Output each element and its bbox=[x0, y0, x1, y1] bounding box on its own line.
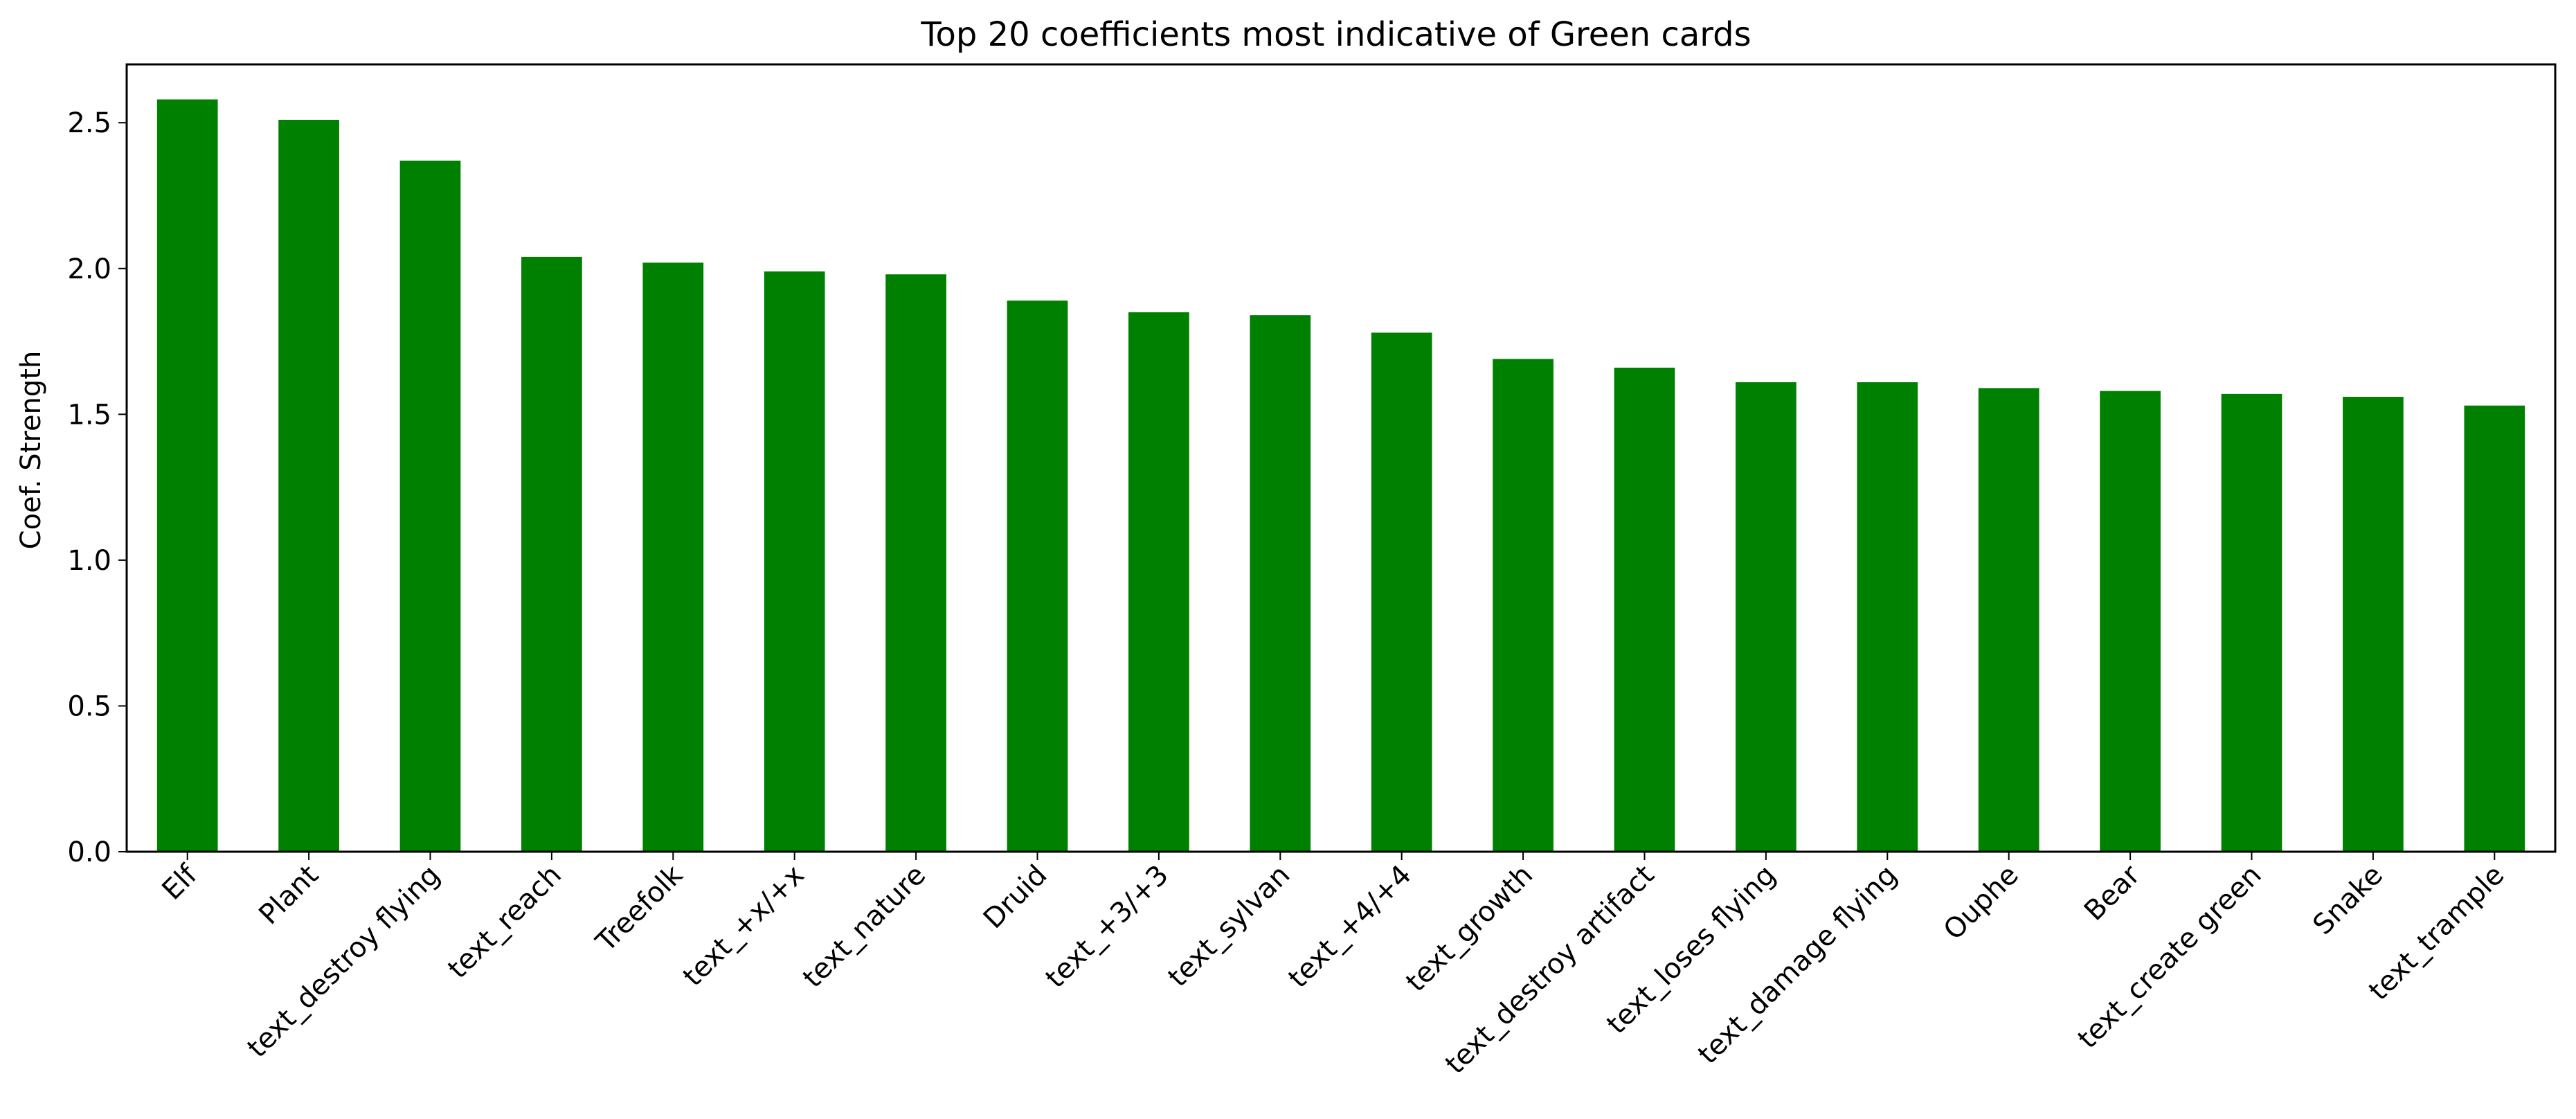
x-tick-label: Druid bbox=[978, 859, 1054, 936]
bar-5 bbox=[764, 271, 825, 852]
bar-12 bbox=[1614, 367, 1675, 852]
bar-19 bbox=[2464, 405, 2525, 852]
y-tick-label: 0.0 bbox=[67, 836, 111, 868]
x-tick-label: Ouphe bbox=[1938, 859, 2025, 947]
bar-4 bbox=[642, 262, 704, 852]
bar-8 bbox=[1128, 312, 1189, 852]
bar-11 bbox=[1493, 359, 1553, 852]
y-axis-ticks: 0.0 0.5 1.0 1.5 2.0 2.5 bbox=[67, 107, 127, 868]
y-tick-label: 0.5 bbox=[67, 690, 111, 722]
bar-2 bbox=[399, 160, 461, 852]
bar-6 bbox=[885, 274, 946, 852]
bar-7 bbox=[1007, 301, 1068, 852]
x-tick-label: text_+3/+3 bbox=[1040, 859, 1175, 994]
y-axis-label: Coef. Strength bbox=[15, 351, 47, 550]
x-tick-label: Elf bbox=[156, 859, 204, 906]
x-tick-label: text_reach bbox=[442, 859, 568, 985]
bar-18 bbox=[2343, 397, 2404, 852]
bar-16 bbox=[2100, 391, 2161, 852]
bar-1 bbox=[278, 120, 339, 852]
y-tick-label: 1.0 bbox=[67, 545, 111, 577]
x-tick-label: text_growth bbox=[1400, 859, 1539, 999]
x-tick-label: text_+x/+x bbox=[677, 859, 811, 993]
bar-3 bbox=[521, 256, 582, 852]
x-tick-label: text_nature bbox=[797, 859, 932, 994]
y-tick-label: 1.5 bbox=[67, 399, 111, 431]
x-tick-label: text_sylvan bbox=[1162, 859, 1297, 994]
chart-title: Top 20 coefficients most indicative of G… bbox=[920, 15, 1751, 54]
bar-0 bbox=[156, 99, 218, 852]
plot-frame bbox=[125, 63, 2557, 853]
bar-17 bbox=[2221, 393, 2282, 852]
bar-13 bbox=[1736, 382, 1796, 852]
x-tick-label: Bear bbox=[2078, 859, 2147, 927]
bars-layer bbox=[156, 99, 2525, 852]
x-tick-label: text_+4/+4 bbox=[1282, 859, 1417, 994]
x-tick-label: text_destroy artifact bbox=[1439, 859, 1661, 1081]
x-tick-label: text_damage flying bbox=[1692, 859, 1903, 1071]
x-tick-label: Plant bbox=[253, 859, 325, 931]
y-tick-label: 2.5 bbox=[67, 107, 111, 139]
x-tick-label: Treefolk bbox=[590, 859, 690, 958]
bar-10 bbox=[1371, 332, 1432, 852]
bar-14 bbox=[1857, 382, 1918, 852]
x-tick-label: Snake bbox=[2307, 859, 2389, 942]
bar-9 bbox=[1250, 315, 1311, 852]
bar-15 bbox=[1978, 388, 2039, 852]
y-tick-label: 2.0 bbox=[67, 253, 111, 285]
